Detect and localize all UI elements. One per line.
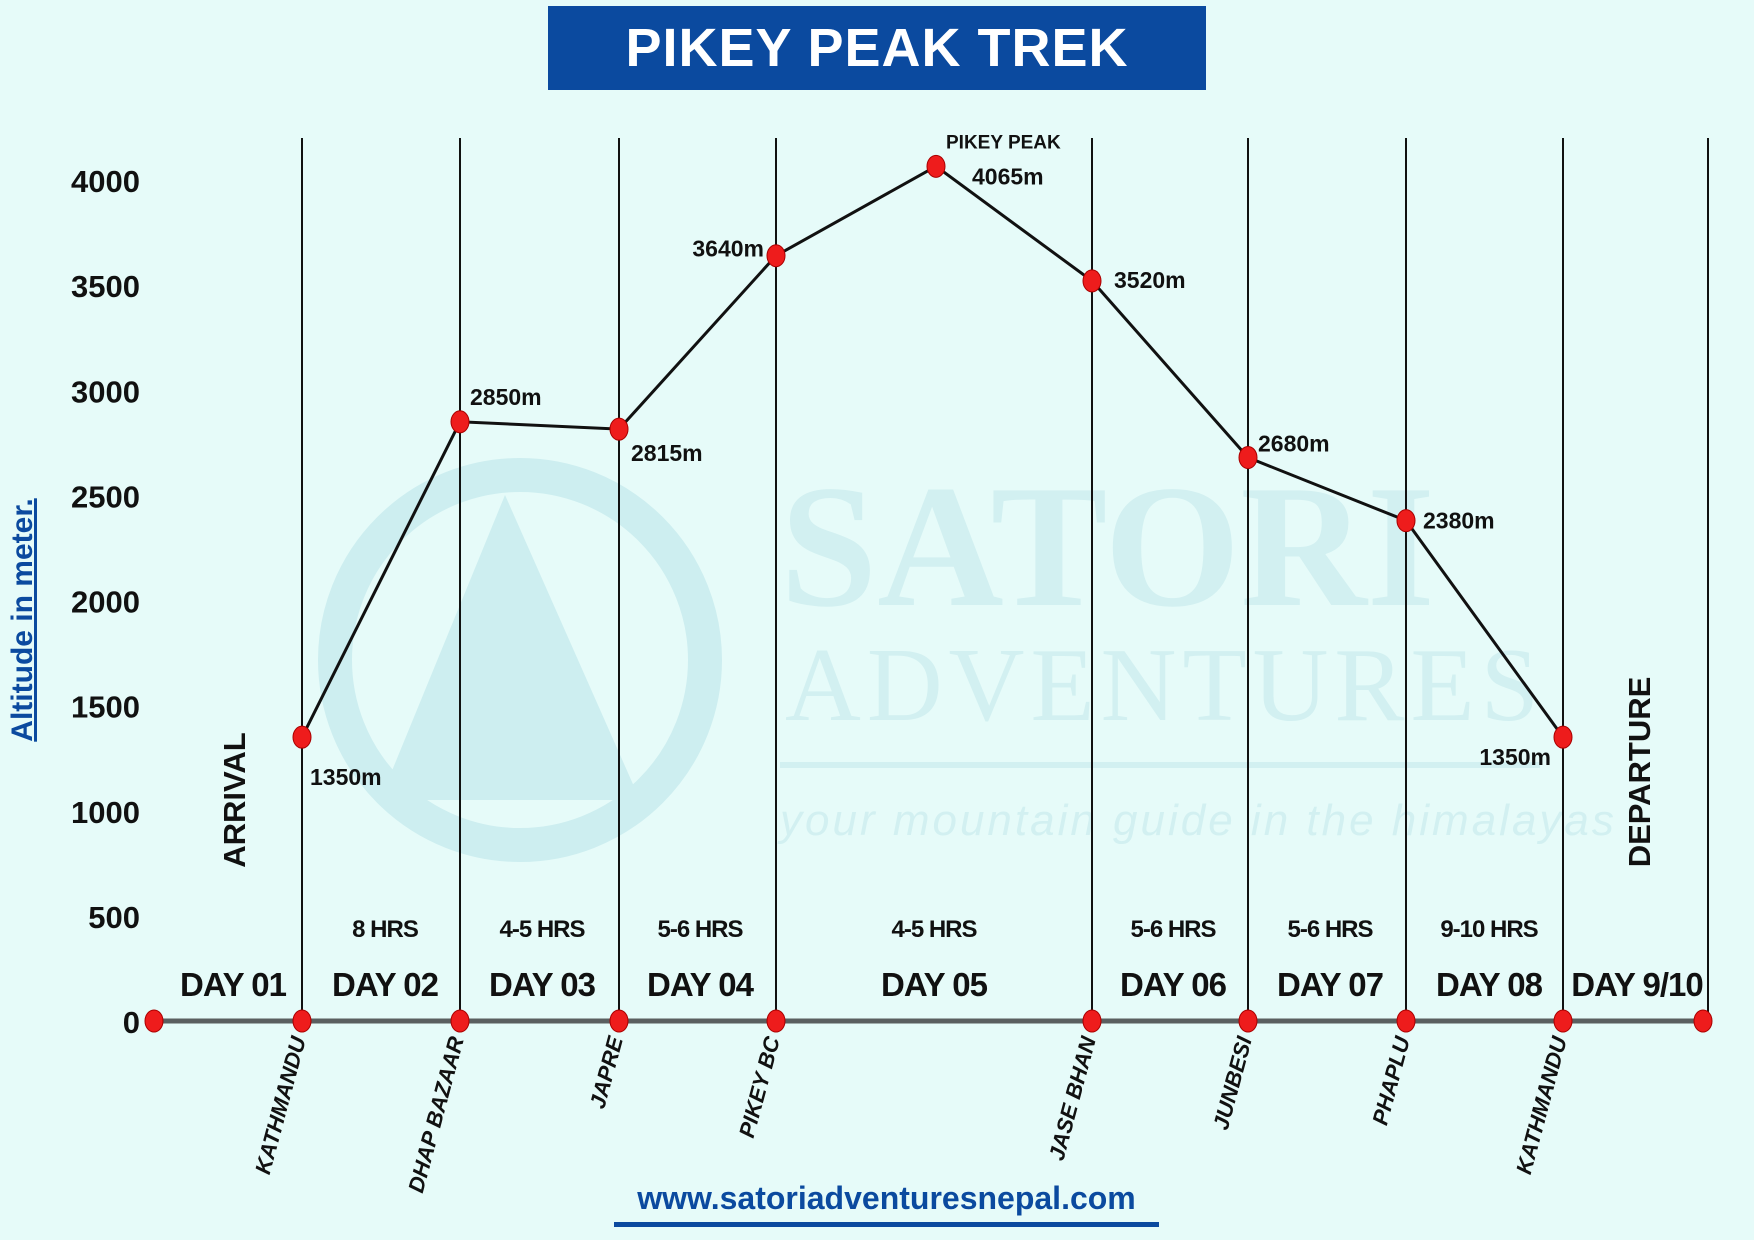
altitude-marker: [766, 244, 786, 268]
y-tick-label: 2000: [71, 585, 140, 620]
watermark-name: SATORI: [780, 449, 1435, 643]
footer-underline: [614, 1222, 1159, 1227]
axis-marker: [766, 1009, 786, 1033]
watermark-subname: ADVENTURES: [785, 626, 1545, 743]
title-banner: PIKEY PEAK TREK: [548, 6, 1206, 90]
altitude-marker: [609, 417, 629, 441]
y-tick-label: 0: [123, 1005, 140, 1040]
y-tick-label: 4000: [71, 164, 140, 199]
day-label: DAY 04: [647, 966, 755, 1003]
place-label: JAPRE: [585, 1033, 628, 1112]
arrival-label: ARRIVAL: [217, 732, 252, 867]
altitude-marker: [926, 154, 946, 178]
day-label: DAY 9/10: [1571, 966, 1702, 1003]
altitude-label: 3640m: [692, 236, 764, 262]
altitude-label: 1350m: [1479, 744, 1551, 770]
axis-marker: [1693, 1009, 1713, 1033]
place-label: KATHMANDU: [250, 1033, 311, 1177]
summit-name: PIKEY PEAK: [946, 132, 1061, 153]
chart-title: PIKEY PEAK TREK: [625, 18, 1129, 78]
axis-marker: [1082, 1009, 1102, 1033]
y-axis-label: Altitude in meter.: [6, 498, 39, 741]
hours-label: 5-6 HRS: [657, 916, 743, 943]
altitude-marker: [1396, 509, 1416, 533]
watermark-rule: [780, 762, 1540, 768]
watermark-tagline: your mountain guide in the himalayas: [777, 796, 1617, 845]
place-label: PIKEY BC: [734, 1033, 785, 1141]
place-label: DHAP BAZAAR: [403, 1034, 469, 1196]
axis-marker: [144, 1009, 164, 1033]
place-label: PHAPLU: [1367, 1033, 1415, 1128]
altitude-marker: [1082, 269, 1102, 293]
day-label: DAY 06: [1120, 966, 1227, 1003]
altitude-label: 2850m: [470, 384, 542, 410]
altitude-marker: [292, 725, 312, 749]
day-label: DAY 07: [1277, 966, 1383, 1003]
axis-marker: [292, 1009, 312, 1033]
watermark-mountain-icon: [380, 495, 640, 800]
altitude-marker: [450, 410, 470, 434]
y-tick-label: 1000: [71, 795, 140, 830]
axis-marker: [1238, 1009, 1258, 1033]
altitude-marker: [1238, 446, 1258, 470]
y-tick-label: 500: [88, 900, 140, 935]
departure-label: DEPARTURE: [1622, 677, 1657, 868]
altitude-label: 2380m: [1423, 508, 1495, 534]
y-tick-label: 3500: [71, 269, 140, 304]
hours-label: 5-6 HRS: [1130, 916, 1216, 943]
place-label: KATHMANDU: [1511, 1033, 1572, 1177]
hours-label: 4-5 HRS: [499, 916, 585, 943]
axis-marker: [1553, 1009, 1573, 1033]
day-label: DAY 03: [489, 966, 596, 1003]
watermark-seal: [318, 458, 722, 862]
y-tick-label: 3000: [71, 374, 140, 409]
day-label: DAY 02: [332, 966, 439, 1003]
axis-marker: [450, 1009, 470, 1033]
day-label: DAY 08: [1436, 966, 1543, 1003]
hours-label: 4-5 HRS: [891, 916, 977, 943]
hours-label: 9-10 HRS: [1440, 916, 1538, 943]
axis-marker: [1396, 1009, 1416, 1033]
y-tick-label: 2500: [71, 479, 140, 514]
altitude-label: 4065m: [972, 163, 1044, 189]
y-tick-label: 1500: [71, 690, 140, 725]
footer-url[interactable]: www.satoriadventuresnepal.com: [637, 1180, 1136, 1216]
altitude-label: 1350m: [310, 764, 382, 790]
altitude-label: 2680m: [1258, 431, 1330, 457]
altitude-label: 3520m: [1114, 267, 1186, 293]
hours-label: 8 HRS: [352, 916, 419, 943]
place-label: JUNBESI: [1208, 1033, 1257, 1132]
axis-marker: [609, 1009, 629, 1033]
altitude-label: 2815m: [631, 440, 703, 466]
day-label: DAY 05: [881, 966, 988, 1003]
altitude-marker: [1553, 725, 1573, 749]
place-label: JASE BHAN: [1044, 1033, 1101, 1163]
day-label: DAY 01: [180, 966, 287, 1003]
hours-label: 5-6 HRS: [1287, 916, 1373, 943]
